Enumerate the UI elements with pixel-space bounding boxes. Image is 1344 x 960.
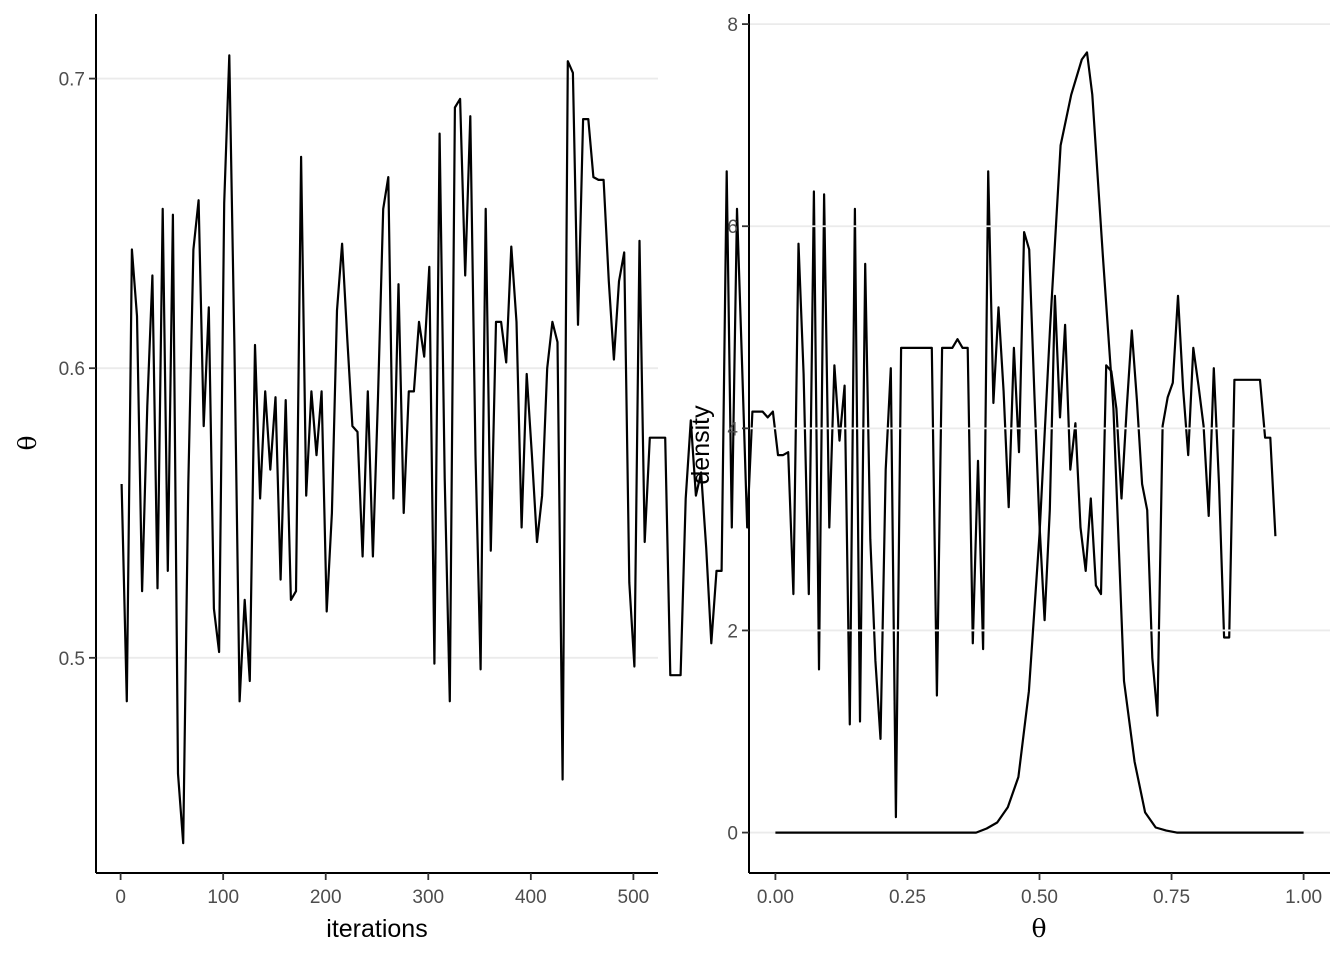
density-plot-panel: 0 2 4 6 8 0.00 0.25 0.50 0.75 1.00 θ density [687, 14, 1330, 943]
density-y-tick-label: 4 [727, 419, 738, 440]
trace-x-ticks: 0 100 200 300 400 500 [115, 873, 649, 908]
density-series-layer [775, 51, 1304, 834]
trace-y-tick-label: 0.5 [59, 649, 85, 670]
density-x-axis-title: θ [1031, 914, 1046, 943]
density-x-ticks: 0.00 0.25 0.50 0.75 1.00 [757, 873, 1322, 908]
density-x-tick-label: 0.00 [757, 887, 794, 908]
density-y-tick-label: 6 [727, 217, 738, 238]
density-x-tick-label: 0.50 [1021, 887, 1058, 908]
trace-x-tick-label: 200 [310, 887, 342, 908]
density-y-ticks: 0 2 4 6 8 [727, 15, 749, 845]
density-y-tick-label: 8 [727, 15, 738, 36]
trace-x-axis-title: iterations [326, 915, 427, 943]
trace-y-ticks: 0.5 0.6 0.7 [59, 70, 96, 670]
trace-plot-panel: 0.5 0.6 0.7 0 100 200 300 400 500 iterations θ [13, 14, 1277, 943]
trace-x-tick-label: 100 [207, 887, 239, 908]
trace-x-tick-label: 400 [515, 887, 547, 908]
trace-y-tick-label: 0.6 [59, 359, 85, 380]
trace-series-line [120, 54, 1277, 845]
density-x-tick-label: 0.75 [1153, 887, 1190, 908]
density-series-line [775, 51, 1304, 834]
trace-y-tick-label: 0.7 [59, 70, 85, 91]
trace-x-tick-label: 300 [412, 887, 444, 908]
density-y-axis-title: density [687, 405, 715, 485]
density-x-tick-label: 1.00 [1285, 887, 1322, 908]
trace-x-tick-label: 500 [618, 887, 650, 908]
trace-y-axis-title: θ [13, 435, 42, 450]
density-x-tick-label: 0.25 [889, 887, 926, 908]
trace-x-tick-label: 0 [115, 887, 126, 908]
trace-series-layer [120, 54, 1277, 845]
density-y-tick-label: 0 [727, 824, 738, 845]
density-gridlines [749, 23, 1330, 834]
density-y-tick-label: 2 [727, 621, 738, 642]
